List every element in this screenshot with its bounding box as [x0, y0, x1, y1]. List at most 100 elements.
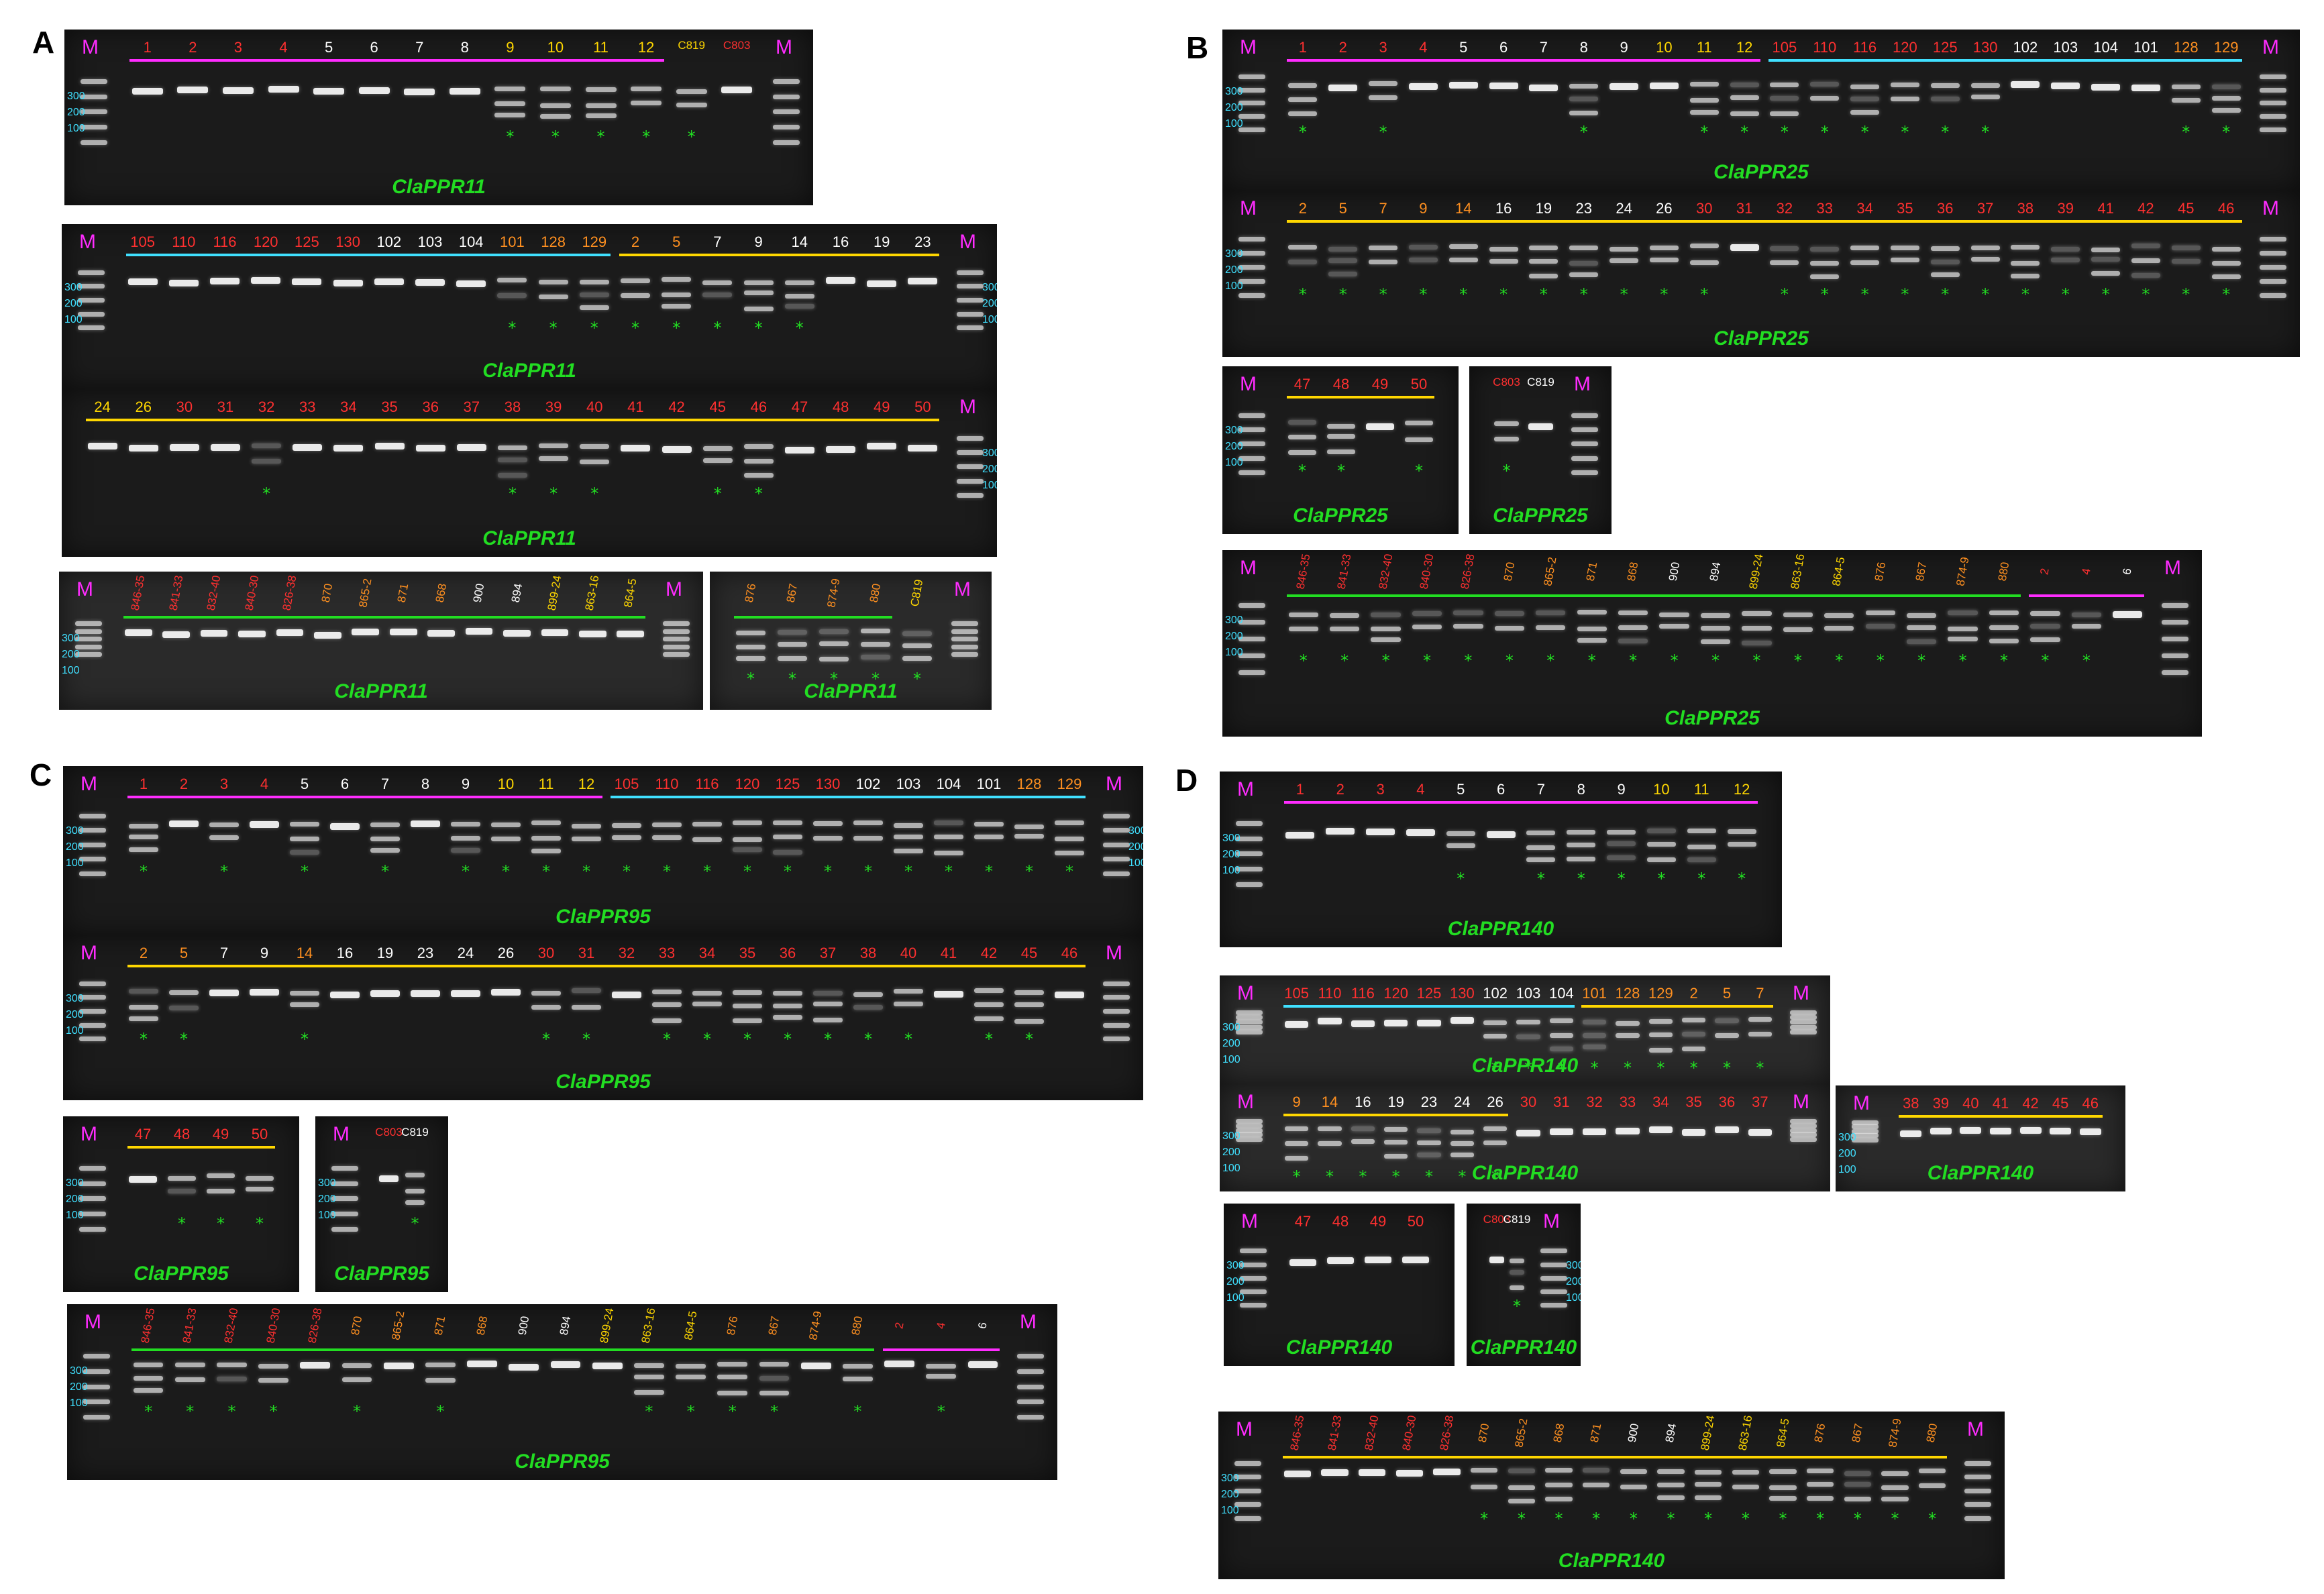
lane-label: 841-33	[1334, 553, 1354, 590]
lane-band	[1930, 260, 1960, 265]
lane-label: 832-40	[204, 574, 223, 612]
ladder-band	[2260, 237, 2286, 242]
lane-band	[662, 276, 692, 282]
lane-label: 36	[779, 945, 796, 961]
lane-band	[1689, 97, 1719, 103]
ladder-band	[1571, 470, 1598, 475]
lane-band	[1351, 1020, 1375, 1027]
lane-label: 5	[324, 39, 333, 56]
marker-size-text: 100	[1566, 1292, 1581, 1304]
ladder-band	[1103, 981, 1130, 986]
lane-band	[177, 86, 209, 93]
gene-label: ClaPPR95	[515, 1450, 610, 1473]
marker-label: M	[1237, 778, 1254, 800]
lane-band	[174, 1363, 205, 1368]
gel-image: M 300 200 100 47 48 * 49 * 50 * ClaPPR95	[63, 1116, 299, 1292]
lane-band	[621, 444, 651, 451]
lane-label: 130	[1972, 39, 1998, 56]
lane-band	[531, 849, 561, 854]
polymorphism-star: *	[542, 861, 550, 881]
lane-band	[1412, 625, 1442, 630]
lane-label: 6	[975, 1321, 990, 1330]
polymorphism-star: *	[1298, 122, 1307, 142]
lane-label: 14	[791, 233, 808, 250]
polymorphism-star: *	[1298, 462, 1306, 480]
lane-band	[1284, 1020, 1309, 1028]
marker-label: M	[959, 396, 976, 418]
lane-band	[541, 629, 569, 637]
lane-band	[1948, 636, 1978, 641]
lane-band	[1369, 246, 1398, 251]
lane-band	[1288, 613, 1318, 618]
lane-band	[1582, 1045, 1607, 1050]
lane-band	[1881, 1496, 1909, 1501]
lane-band	[1569, 111, 1599, 116]
lane-label: C803	[1483, 1213, 1511, 1226]
ladder-band	[1790, 1020, 1817, 1025]
lane-band	[539, 456, 569, 462]
lane-label: 5	[300, 776, 309, 792]
lane-label: 8	[460, 39, 469, 56]
lane-band	[1489, 247, 1518, 252]
lane-band	[1529, 245, 1559, 250]
lane-band	[612, 835, 641, 841]
marker-size-text: 300	[1222, 1022, 1240, 1033]
polymorphism-star: *	[1629, 651, 1638, 670]
lane-band	[1529, 274, 1559, 279]
lane-band	[1810, 82, 1840, 87]
marker-ladder	[1236, 820, 1265, 911]
lane-band	[1930, 83, 1960, 89]
marker-size-labels: 300 200 100	[1221, 1471, 1239, 1519]
lane-label: 104	[1548, 985, 1574, 1002]
lane-label: 894	[509, 582, 525, 604]
lane-band	[1657, 1495, 1685, 1500]
marker-label: M	[2164, 557, 2181, 579]
polymorphism-star: *	[1779, 1509, 1787, 1528]
lane-band	[1730, 244, 1759, 251]
lane-band	[1687, 857, 1716, 862]
lane-band	[129, 1016, 158, 1021]
lane-label: 31	[1736, 200, 1753, 217]
lane-band	[818, 629, 849, 634]
lane-band	[620, 278, 651, 284]
lane-label: 33	[658, 945, 676, 961]
lane-label: 5	[1457, 781, 1465, 798]
ladder-band	[1964, 1461, 1991, 1466]
lane-label: 14	[296, 945, 313, 961]
lane-band	[1285, 831, 1315, 839]
lane-band	[1695, 1495, 1722, 1500]
lane-band	[974, 988, 1004, 993]
ladder-band	[79, 1009, 106, 1014]
ladder-band	[1238, 636, 1265, 641]
lane-band	[612, 991, 641, 998]
lane-band	[162, 631, 190, 638]
marker-size-text: 300	[1225, 248, 1243, 260]
polymorphism-star: *	[743, 861, 751, 881]
lane-label: 899-24	[1698, 1414, 1718, 1452]
marker-label: M	[1237, 982, 1254, 1004]
marker-label: M	[79, 231, 96, 253]
lane-band	[1807, 1496, 1834, 1501]
lane-band	[813, 1018, 843, 1023]
lane-band	[1577, 610, 1607, 615]
lane-band	[1618, 625, 1648, 631]
lane-label: 45	[2178, 200, 2195, 217]
lane-label: 104	[936, 776, 961, 792]
polymorphism-star: *	[743, 1029, 751, 1049]
lane-band	[631, 100, 662, 105]
lane-label: 35	[1685, 1094, 1702, 1110]
lane-band	[1328, 258, 1358, 263]
group-underline	[619, 254, 939, 256]
gene-label: ClaPPR95	[556, 906, 651, 928]
lane-band	[1489, 1257, 1504, 1264]
lane-label: 38	[859, 945, 877, 961]
lane-label: 26	[1487, 1094, 1503, 1110]
lane-label: 4	[1419, 39, 1428, 56]
polymorphism-star: *	[795, 318, 804, 337]
lane-label: 24	[457, 945, 474, 961]
ladder-band	[1103, 1037, 1130, 1042]
marker-size-text: 100	[1128, 857, 1143, 869]
lane-label: 863-16	[639, 1307, 658, 1344]
lane-band	[1494, 436, 1519, 441]
polymorphism-star: *	[1579, 122, 1588, 142]
